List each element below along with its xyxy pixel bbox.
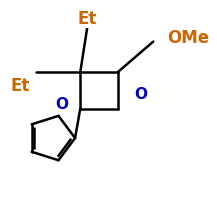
Text: O: O [55,97,68,112]
Text: OMe: OMe [167,28,209,46]
Text: Et: Et [78,10,97,28]
Text: Et: Et [10,77,30,95]
Text: O: O [135,86,148,101]
